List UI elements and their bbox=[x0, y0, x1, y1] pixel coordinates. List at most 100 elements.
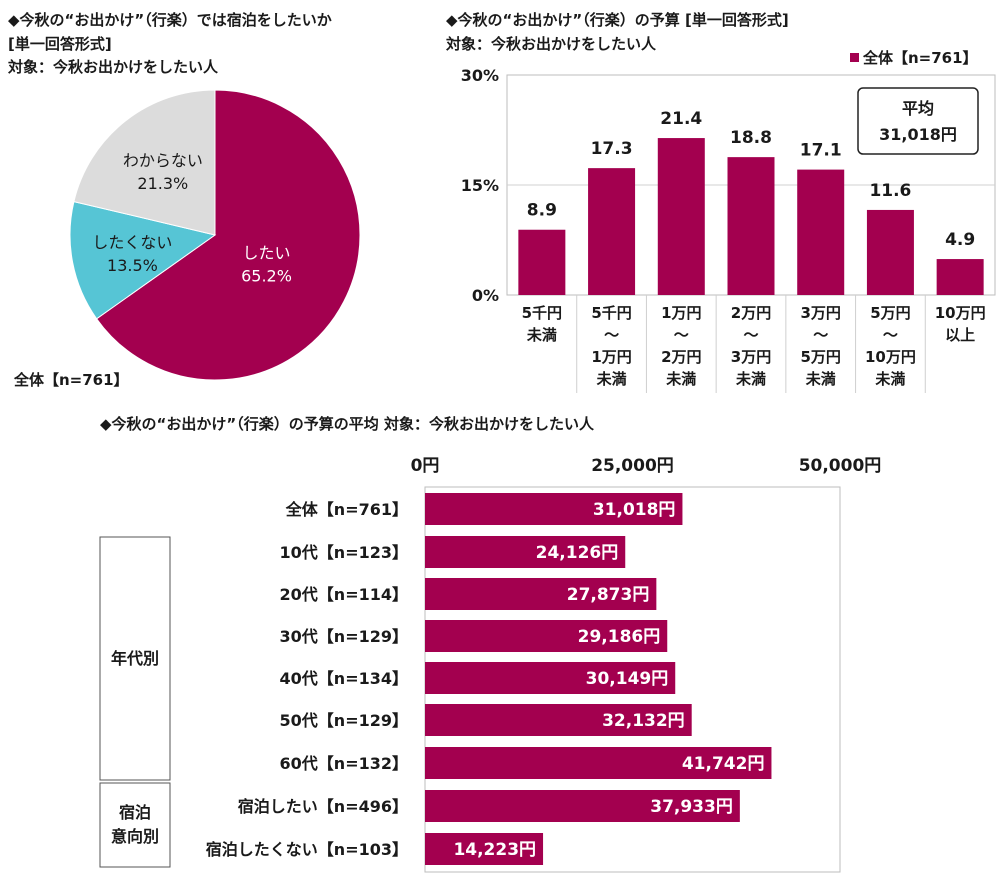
pie-chart: したい 65.2% したくない 13.5% わからない 21.3% 全体【n=761】 bbox=[13, 89, 361, 389]
column-category-label: 5万円 bbox=[870, 304, 910, 322]
column-chart-legend: 全体【n=761】 bbox=[850, 49, 978, 67]
column-category-label: ～ bbox=[813, 326, 828, 344]
column-data-label: 17.1 bbox=[800, 141, 842, 161]
column-category-label: 3万円 bbox=[731, 348, 771, 366]
column-category-label: 2万円 bbox=[661, 348, 701, 366]
bar-category-label: 全体【n=761】 bbox=[285, 500, 408, 519]
column-bar bbox=[727, 157, 775, 295]
horizontal-bar bbox=[425, 833, 544, 865]
average-label: 平均 bbox=[902, 99, 934, 118]
pie-slice-value: 65.2% bbox=[241, 267, 292, 286]
bar-data-label: 41,742円 bbox=[682, 754, 765, 774]
column-data-label: 4.9 bbox=[945, 230, 975, 250]
column-category-label: 未満 bbox=[805, 370, 836, 388]
column-category-label: 5千円 bbox=[591, 304, 631, 322]
pie-slice-2 bbox=[73, 89, 216, 236]
column-data-label: 8.9 bbox=[527, 201, 557, 221]
column-category-label: ～ bbox=[883, 326, 898, 344]
column-category-label: 1万円 bbox=[591, 348, 631, 366]
bar-data-label: 31,018円 bbox=[593, 500, 676, 520]
column-y-tick-label: 0% bbox=[472, 286, 499, 305]
bar-category-label: 30代【n=129】 bbox=[280, 627, 408, 646]
column-bar bbox=[866, 209, 914, 295]
pie-slice-value: 13.5% bbox=[107, 256, 158, 275]
bar-category-label: 宿泊したい【n=496】 bbox=[238, 797, 408, 816]
column-category-label: ～ bbox=[604, 326, 619, 344]
column-data-label: 11.6 bbox=[869, 181, 911, 201]
pie-chart-title: ◆今秋の“お出かけ”（行楽）では宿泊をしたいか bbox=[8, 11, 332, 29]
column-bar bbox=[936, 259, 984, 295]
column-category-label: ～ bbox=[743, 326, 758, 344]
column-bar bbox=[518, 229, 566, 295]
column-category-label: 未満 bbox=[874, 370, 905, 388]
pie-slice-value: 21.3% bbox=[137, 174, 188, 193]
horizontal-bar bbox=[425, 536, 626, 568]
pie-slice-0 bbox=[95, 89, 361, 381]
horizontal-bar bbox=[425, 620, 668, 652]
horizontal-bar bbox=[425, 578, 657, 610]
bar-data-label: 27,873円 bbox=[567, 585, 650, 605]
column-category-label: 5万円 bbox=[800, 348, 840, 366]
bar-data-label: 29,186円 bbox=[578, 627, 661, 647]
age-group-label: 年代別 bbox=[111, 649, 159, 668]
horizontal-bar bbox=[425, 493, 683, 525]
column-category-label: 未満 bbox=[735, 370, 766, 388]
average-box-frame bbox=[857, 87, 979, 155]
column-category-label: 2万円 bbox=[731, 304, 771, 322]
column-category-label: 1万円 bbox=[661, 304, 701, 322]
column-data-label: 21.4 bbox=[660, 109, 702, 129]
column-category-label: ～ bbox=[674, 326, 689, 344]
stay-group-bracket bbox=[99, 782, 171, 868]
column-bar bbox=[797, 169, 845, 295]
bar-x-tick-label: 50,000円 bbox=[799, 456, 882, 476]
bar-x-tick-label: 25,000円 bbox=[591, 456, 674, 476]
horizontal-bar bbox=[425, 704, 692, 736]
bar-category-label: 50代【n=129】 bbox=[280, 711, 408, 730]
column-y-tick-label: 15% bbox=[461, 176, 499, 195]
bar-data-label: 14,223円 bbox=[453, 840, 536, 860]
bar-category-label: 10代【n=123】 bbox=[280, 543, 408, 562]
column-category-label: 未満 bbox=[596, 370, 627, 388]
stay-group-label-line1: 宿泊 bbox=[119, 803, 151, 822]
bar-data-label: 30,149円 bbox=[586, 669, 669, 689]
column-category-label: 10万円 bbox=[865, 348, 916, 366]
column-category-label: 未満 bbox=[526, 326, 557, 344]
pie-chart-format: [単一回答形式] bbox=[8, 35, 112, 53]
horizontal-bar bbox=[425, 662, 676, 694]
pie-slice-label: したい bbox=[243, 244, 291, 263]
column-chart-target: 対象：今秋お出かけをしたい人 bbox=[446, 35, 657, 53]
age-group-bracket bbox=[99, 536, 171, 781]
column-category-label: 5千円 bbox=[522, 304, 562, 322]
bar-chart-title: ◆今秋の“お出かけ”（行楽）の予算の平均 対象：今秋お出かけをしたい人 bbox=[100, 415, 594, 433]
column-chart: 0% 15% 30% 8.9 17.3 21.4 18.8 17.1 11.6 4.9 5千円未… bbox=[461, 49, 996, 393]
stay-group-label-line2: 意向別 bbox=[111, 827, 159, 846]
legend-label: 全体【n=761】 bbox=[862, 49, 978, 67]
average-box: 平均 31,018円 bbox=[857, 87, 979, 155]
legend-swatch bbox=[850, 53, 859, 62]
bar-category-label: 20代【n=114】 bbox=[280, 585, 408, 604]
bar-data-label: 24,126円 bbox=[536, 543, 619, 563]
column-chart-title: ◆今秋の“お出かけ”（行楽）の予算 [単一回答形式] bbox=[446, 11, 789, 29]
horizontal-bar bbox=[425, 790, 740, 822]
bar-data-label: 32,132円 bbox=[602, 711, 685, 731]
pie-slice-label: したくない bbox=[92, 233, 172, 252]
column-data-label: 17.3 bbox=[591, 139, 633, 159]
bar-category-label: 60代【n=132】 bbox=[280, 754, 408, 773]
average-value: 31,018円 bbox=[879, 125, 957, 144]
bar-x-tick-label: 0円 bbox=[411, 456, 440, 476]
column-data-label: 18.8 bbox=[730, 128, 772, 148]
column-y-tick-label: 30% bbox=[461, 66, 499, 85]
column-category-label: 未満 bbox=[665, 370, 696, 388]
group-brackets: 年代別 宿泊 意向別 bbox=[99, 536, 171, 868]
column-category-label: 以上 bbox=[945, 326, 975, 344]
pie-slice-1 bbox=[69, 200, 217, 320]
pie-chart-target: 対象：今秋お出かけをしたい人 bbox=[8, 58, 219, 76]
pie-slice-label: わからない bbox=[123, 151, 203, 170]
horizontal-bar bbox=[425, 747, 772, 779]
pie-chart-footnote: 全体【n=761】 bbox=[13, 371, 129, 389]
column-category-label: 10万円 bbox=[935, 304, 986, 322]
column-category-label: 3万円 bbox=[800, 304, 840, 322]
column-bar bbox=[657, 138, 705, 295]
bar-category-label: 宿泊したくない【n=103】 bbox=[206, 840, 408, 859]
